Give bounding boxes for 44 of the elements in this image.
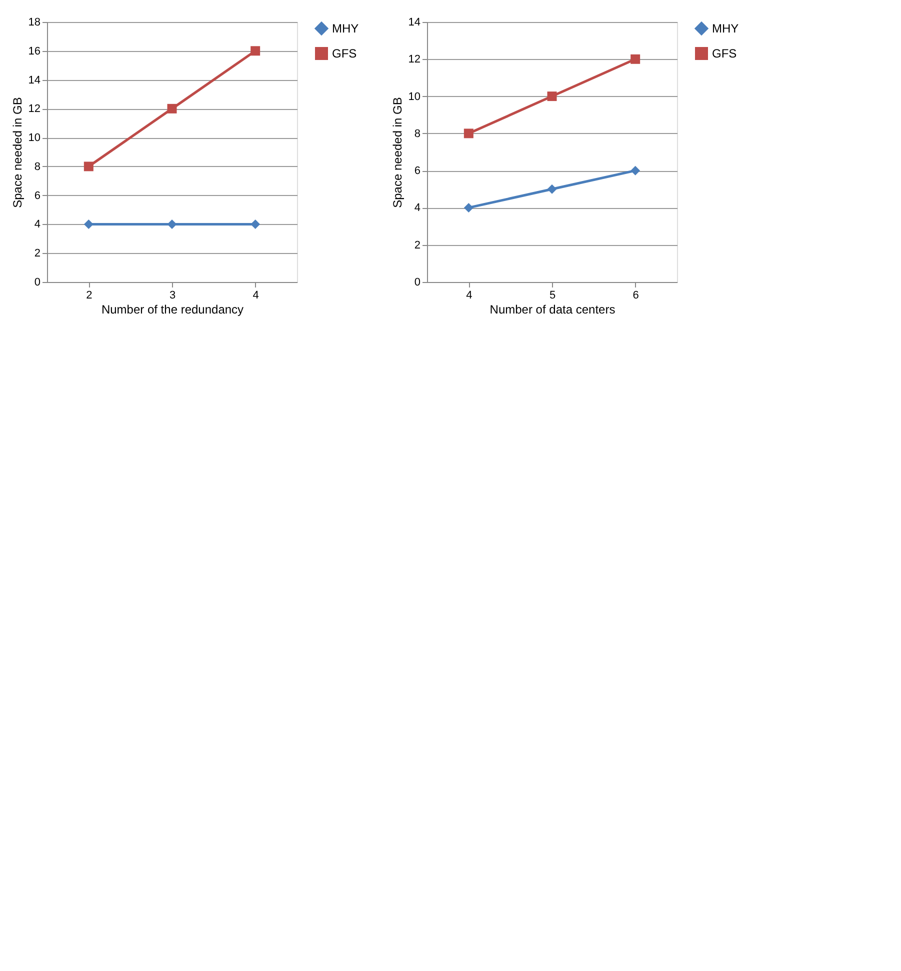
x-tick-label: 3 [169,290,176,302]
y-tick-label: 2 [414,239,420,252]
point [630,166,640,176]
point [464,202,474,212]
y-tick-label: 18 [28,16,40,28]
y-tick-label: 0 [34,276,40,288]
legend-label: GFS [332,46,357,60]
point [630,54,640,64]
x-tick-label: 6 [632,290,639,302]
legend-label: MHY [332,22,359,36]
y-tick-label: 14 [408,16,420,28]
y-tick-label: 12 [408,54,420,66]
x-tick-label: 4 [252,290,259,302]
y-axis-title: Space needed in GB [390,97,404,208]
legend-label: GFS [712,46,737,60]
point [84,162,94,172]
y-tick-label: 2 [34,248,40,260]
y-tick-label: 14 [28,74,40,86]
y-tick-label: 10 [408,90,420,103]
x-tick-label: 4 [466,290,472,302]
y-tick-label: 4 [34,218,40,231]
y-tick-label: 12 [28,103,40,116]
point [250,46,260,56]
x-axis-title: Number of the redundancy [101,302,244,316]
x-tick-label: 2 [86,290,92,302]
point [547,92,557,102]
y-tick-label: 16 [28,45,40,58]
point [167,104,177,114]
y-axis-title: Space needed in GB [10,97,24,208]
point [547,184,557,194]
point [464,128,474,138]
point [250,219,260,229]
y-tick-label: 6 [34,190,40,202]
y-tick-label: 4 [414,202,420,214]
x-tick-label: 5 [549,290,556,302]
point [167,219,177,229]
legend-label: MHY [712,22,739,36]
y-tick-label: 10 [28,132,40,144]
x-axis-title: Number of data centers [490,302,616,316]
point [84,219,94,229]
y-tick-label: 8 [414,128,420,140]
y-tick-label: 8 [34,160,40,173]
y-tick-label: 0 [414,276,420,288]
y-tick-label: 6 [414,165,420,178]
